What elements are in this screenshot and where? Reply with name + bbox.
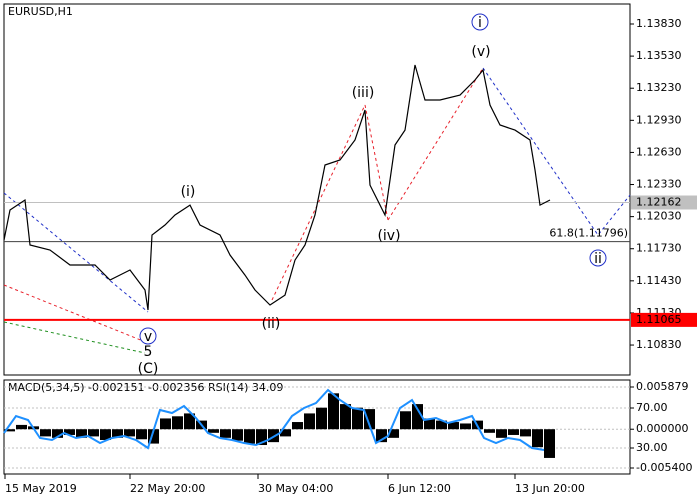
macd-bar [412,404,423,430]
wave-label: ii [594,251,602,267]
x-tick-label: 13 Jun 20:00 [515,482,585,495]
wave-line [364,104,389,221]
y-tick-label: 30.00 [636,441,668,454]
wave-circle [471,13,489,31]
macd-bar [136,429,147,440]
wave-label: (iv) [377,228,400,244]
y-tick-label: 0.005879 [636,380,689,393]
macd-bar [388,429,399,438]
macd-bar [100,429,111,440]
wave-label: (ii) [262,316,281,332]
macd-bar [184,413,195,430]
macd-bar [484,429,495,433]
macd-bar [124,429,135,437]
price-label-box [631,312,697,327]
rsi-line [3,388,545,451]
price-label: 1.12162 [636,196,682,209]
main-frame [3,3,631,376]
y-tick-label: 1.12630 [636,145,682,158]
trend-line [3,321,146,354]
macd-bar [424,418,435,430]
macd-bar [496,429,507,438]
y-tick-label: 1.13230 [636,81,682,94]
macd-bar [220,429,231,438]
macd-bar [364,409,375,430]
y-tick-label: 1.12330 [636,178,682,191]
y-tick-label: -0.005400 [636,461,692,474]
x-tick-label: 22 May 20:00 [130,482,205,495]
macd-bar [112,429,123,438]
fib-label: 61.8(1.11796) [549,227,628,240]
macd-bar [40,429,51,437]
wave-projection [482,67,631,236]
macd-bar [508,429,519,435]
wave-circle [139,327,157,345]
wave-label: 5 [144,344,153,360]
trend-line [3,192,149,313]
macd-bar [256,429,267,446]
macd-bar [328,393,339,430]
chart-title: EURUSD,H1 [8,5,73,18]
macd-bar [400,411,411,430]
y-tick-label: 1.10830 [636,338,682,351]
macd-bar [544,429,555,458]
macd-bar [76,429,87,438]
wave-label: (i) [181,184,196,200]
macd-bar [16,424,27,430]
macd-bar [520,429,531,437]
macd-bar [160,418,171,430]
macd-bar [172,416,183,430]
price-label-box [631,195,697,210]
wave-label: i [478,15,482,31]
trend-line [3,284,149,344]
macd-bar [232,429,243,441]
y-tick-label: 1.12930 [636,113,682,126]
macd-bar [244,429,255,444]
y-tick-label: 1.11730 [636,242,682,255]
wave-label: (C) [138,361,159,377]
y-tick-label: 70.00 [636,401,668,414]
macd-bar [532,429,543,448]
y-tick-label: 1.13530 [636,49,682,62]
macd-bar [280,429,291,437]
macd-bar [64,429,75,435]
x-tick-label: 6 Jun 12:00 [388,482,451,495]
macd-bar [448,422,459,430]
y-tick-label: 0.000000 [636,422,689,435]
y-tick-label: 1.11430 [636,274,682,287]
macd-bar [376,429,387,443]
wave-circle [589,249,607,267]
macd-bar [148,429,159,444]
macd-bar [4,429,15,432]
y-tick-label: 1.12030 [636,210,682,223]
wave-label: (v) [471,44,490,60]
macd-bar [304,413,315,430]
macd-bar [292,422,303,430]
macd-bar [88,429,99,437]
x-tick-label: 15 May 2019 [5,482,77,495]
x-tick-label: 30 May 04:00 [258,482,333,495]
y-tick-label: 1.13830 [636,17,682,30]
macd-bar [352,407,363,430]
macd-bar [340,404,351,430]
macd-bar [52,429,63,438]
macd-bar [436,420,447,430]
macd-bar [460,423,471,430]
wave-label: v [144,329,152,345]
price-label: 1.11065 [636,313,682,326]
macd-bar [208,429,219,433]
price-line-series [3,64,551,311]
wave-label: (iii) [352,85,375,101]
indicator-frame [3,379,631,475]
macd-bar [316,407,327,430]
